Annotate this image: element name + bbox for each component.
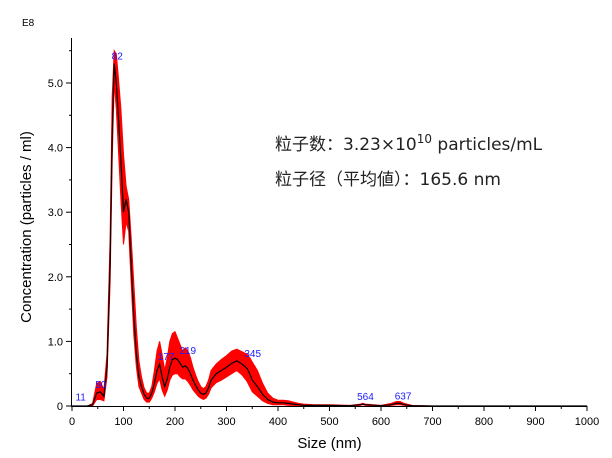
y-tick-label: 0 xyxy=(57,401,63,413)
y-axis-title: Concentration (particles / ml) xyxy=(18,131,35,323)
x-tick-label: 700 xyxy=(423,416,441,428)
y-tick-label: 2.0 xyxy=(48,272,63,284)
peak-label: 564 xyxy=(357,392,374,403)
y-tick-label: 1.0 xyxy=(48,336,63,348)
x-tick-label: 900 xyxy=(526,416,544,428)
particle-count-text: 粒子数：3.23×10 xyxy=(275,135,417,155)
x-tick-label: 500 xyxy=(320,416,338,428)
x-tick-label: 800 xyxy=(475,416,493,428)
x-tick-label: 300 xyxy=(217,416,235,428)
particle-count-unit: particles/mL xyxy=(432,135,543,155)
confidence-band-group xyxy=(72,49,587,407)
mean-size-annotation: 粒子径（平均値）：165.6 nm xyxy=(275,170,501,190)
x-tick-label: 400 xyxy=(269,416,287,428)
peak-labels-group: 11 50 82 177 219 345 564 637 xyxy=(75,52,411,404)
confidence-band-0 xyxy=(72,49,587,407)
y-ticks-group: 0 1.0 2.0 3.0 4.0 5.0 xyxy=(48,50,72,413)
peak-label: 177 xyxy=(158,352,175,363)
y-tick-label: 3.0 xyxy=(48,207,63,219)
x-tick-label: 1000 xyxy=(575,416,599,428)
x-tick-label: 600 xyxy=(372,416,390,428)
x-tick-label: 200 xyxy=(166,416,184,428)
particle-count-exponent: 10 xyxy=(417,132,432,146)
x-tick-label: 0 xyxy=(69,416,75,428)
peak-label: 219 xyxy=(179,346,196,357)
y-exponent-label: E8 xyxy=(22,18,35,29)
x-ticks-group: 0 100 200 300 400 500 600 700 800 900 1000 xyxy=(69,406,599,428)
y-tick-label: 4.0 xyxy=(48,143,63,155)
peak-label: 11 xyxy=(75,393,86,404)
peak-label: 345 xyxy=(244,349,261,360)
mean-line-group xyxy=(72,63,587,407)
peak-label: 637 xyxy=(395,391,412,402)
mean-size-text: 粒子径（平均値）：165.6 nm xyxy=(275,170,501,190)
x-axis-title: Size (nm) xyxy=(297,435,361,452)
peak-label: 50 xyxy=(95,380,107,391)
y-tick-label: 5.0 xyxy=(48,78,63,90)
peak-label: 82 xyxy=(112,52,124,63)
x-tick-label: 100 xyxy=(114,416,132,428)
mean-line-0 xyxy=(72,63,587,407)
axes-group xyxy=(71,38,587,407)
particle-count-annotation: 粒子数：3.23×1010 particles/mL xyxy=(275,132,543,155)
